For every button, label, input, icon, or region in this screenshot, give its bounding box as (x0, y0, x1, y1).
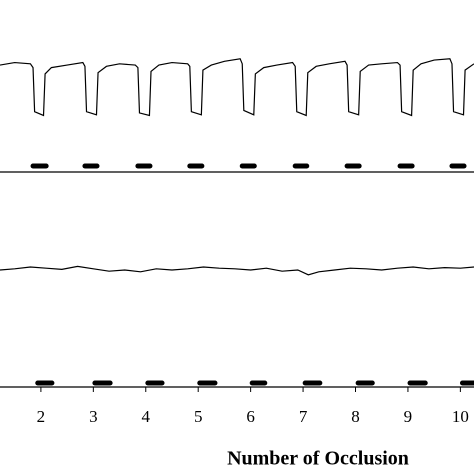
x-tick-label: 5 (194, 407, 203, 426)
x-tick-label: 9 (404, 407, 413, 426)
x-tick-label: 7 (299, 407, 308, 426)
trace (0, 265, 474, 276)
x-tick-label: 4 (142, 407, 151, 426)
x-axis-label: Number of Occlusion (227, 448, 409, 470)
x-tick-label: 2 (37, 407, 46, 426)
x-tick-label: 10 (452, 407, 469, 426)
trace (0, 58, 474, 117)
x-tick-label: 8 (351, 407, 360, 426)
x-tick-label: 3 (89, 407, 98, 426)
x-tick-label: 6 (246, 407, 255, 426)
